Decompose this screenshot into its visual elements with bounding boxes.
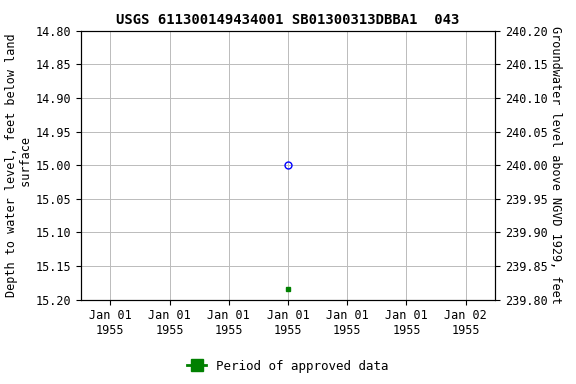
Title: USGS 611300149434001 SB01300313DBBA1  043: USGS 611300149434001 SB01300313DBBA1 043	[116, 13, 460, 27]
Y-axis label: Depth to water level, feet below land
 surface: Depth to water level, feet below land su…	[5, 33, 32, 297]
Y-axis label: Groundwater level above NGVD 1929, feet: Groundwater level above NGVD 1929, feet	[549, 26, 562, 304]
Legend: Period of approved data: Period of approved data	[183, 355, 393, 378]
